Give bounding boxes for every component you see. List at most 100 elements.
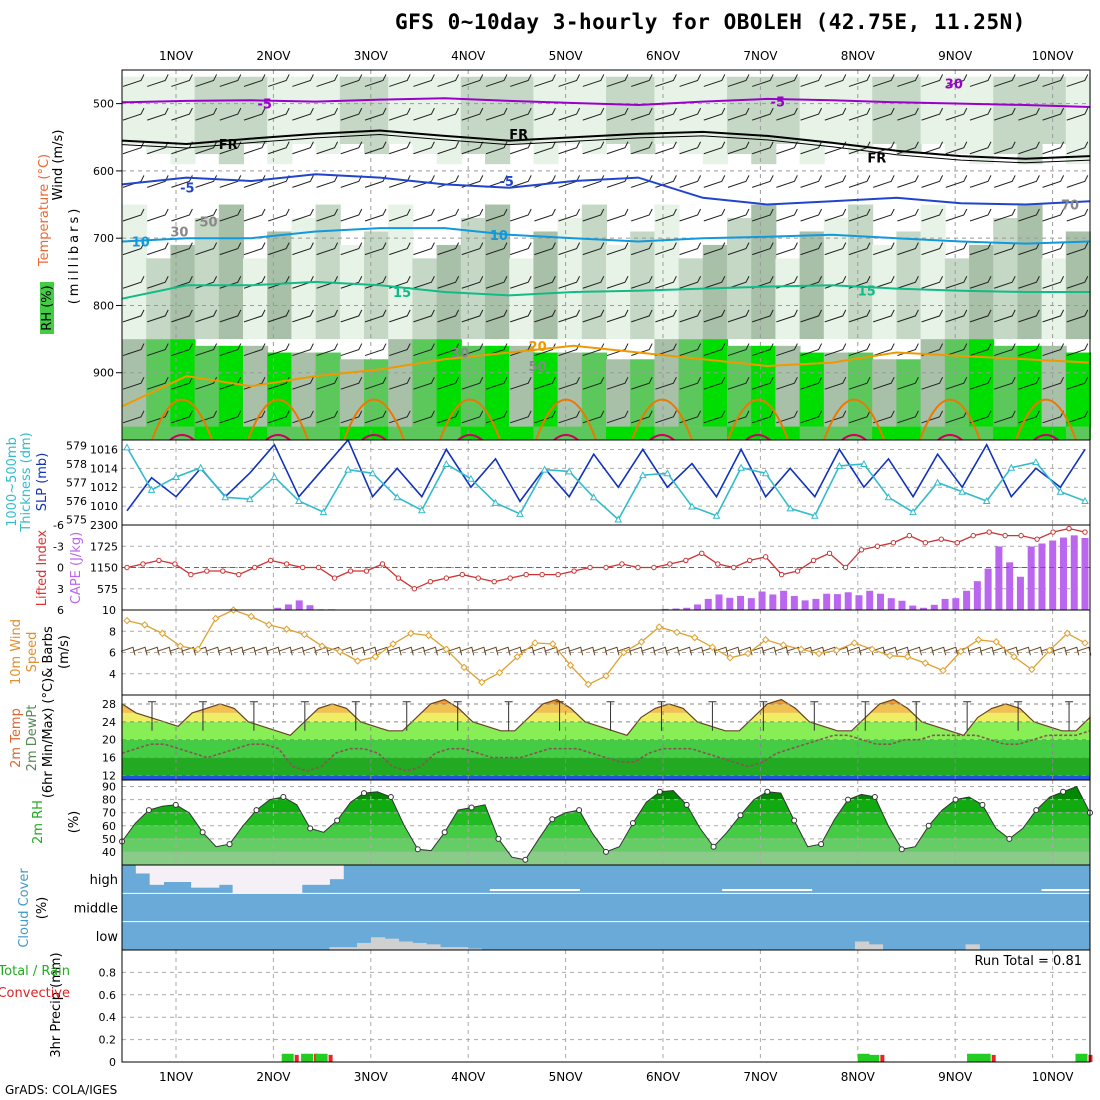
panel-label: CAPE (J/kg) (69, 532, 84, 604)
rh-fill-mid (557, 352, 583, 427)
rh-fill-mid (218, 345, 244, 427)
cape-bar (887, 598, 895, 610)
rh-fill-upper (315, 204, 341, 340)
data-point (123, 616, 131, 625)
minmax-whisker (810, 701, 819, 731)
wind-barb (1042, 343, 1065, 357)
wind-barb (655, 309, 677, 323)
data-point (957, 647, 965, 656)
warm-contour (631, 398, 693, 441)
wind-barb (752, 309, 774, 323)
wind-barb (703, 410, 726, 424)
rh-fill-upper (218, 204, 244, 340)
cape-bar (984, 568, 992, 610)
wind-barb (800, 376, 823, 390)
rh-fill-low (460, 426, 486, 440)
contour-label: -5 (500, 175, 514, 190)
chart-title: GFS 0~10day 3-hourly for OBOLEH (42.75E,… (395, 10, 1026, 34)
rh-fill-upper (485, 204, 511, 340)
wind-barb (485, 208, 508, 222)
wind-barb (243, 309, 266, 323)
wind-barb (241, 646, 257, 656)
wind-barb (195, 343, 218, 357)
wind-barb (945, 309, 968, 323)
upper-panel: 500 600 700 800 900 -5 FR FR FR -5 -5 -5 10 10 15 15 20 3… (37, 69, 1091, 441)
wind-barb (413, 343, 435, 357)
wind-barb (655, 107, 677, 121)
data-point (845, 796, 851, 803)
data-point (922, 540, 929, 546)
wind-barb (679, 175, 702, 188)
y-tick-label: 0.8 (99, 966, 117, 979)
wind-barb (1018, 309, 1040, 323)
wind-barb (1042, 276, 1065, 289)
cape-bar (715, 594, 723, 610)
wind-barb (945, 141, 968, 155)
low-cloud-bar (370, 937, 386, 950)
wind-barb (679, 309, 702, 323)
data-point (921, 659, 930, 667)
wind-barb (873, 343, 895, 357)
data-point (886, 651, 894, 660)
wind-barb (969, 242, 992, 256)
wind-barb (873, 410, 895, 424)
data-point (363, 568, 370, 574)
cape-bar (790, 595, 798, 610)
wind-barb (219, 242, 242, 256)
wind-barb (219, 309, 242, 323)
temperature-contour (121, 129, 1091, 160)
date-label-bottom: 6NOV (646, 1070, 681, 1084)
data-point (282, 625, 291, 633)
cape-bar (833, 594, 841, 610)
wind-barb (848, 175, 871, 188)
wind-barb (848, 208, 871, 222)
clear-sky-gap (260, 865, 275, 894)
wind-barb (195, 141, 218, 155)
wind-barb (122, 74, 145, 87)
data-point (475, 575, 481, 581)
wind-barb (485, 276, 508, 289)
wind-barb (485, 175, 508, 188)
data-point (764, 788, 771, 795)
wind-barb (483, 646, 499, 656)
rh-fill-low (751, 426, 777, 440)
data-point (158, 629, 167, 638)
warm-contour (151, 398, 213, 441)
level-label: middle (74, 902, 118, 917)
contour-label: 10 (132, 236, 150, 251)
wind-barb (1064, 646, 1080, 656)
wind-barb (1066, 309, 1089, 323)
data-point (850, 639, 859, 647)
wind-barb (534, 107, 556, 121)
wind-barb (534, 208, 556, 222)
wind-barb (558, 242, 581, 256)
run-total-label: Run Total = 0.81 (974, 954, 1082, 969)
wind-barb (171, 376, 193, 390)
data-point (656, 788, 663, 795)
cape-bar (672, 608, 680, 610)
data-point (982, 496, 991, 504)
cape-bar (306, 605, 314, 610)
date-label-top: 4NOV (451, 49, 486, 63)
wind-barb (727, 74, 750, 87)
wind-barb (776, 309, 798, 323)
wind-barb (582, 175, 605, 188)
data-point (491, 498, 500, 506)
wind-barb (752, 107, 774, 121)
wind-barb (703, 276, 726, 289)
rh-fill-top (436, 76, 462, 165)
data-point (744, 649, 752, 658)
data-point (637, 638, 646, 646)
wind-barb (994, 343, 1016, 357)
wind-barb (606, 107, 629, 121)
data-point (280, 794, 287, 800)
wind-barb (606, 376, 629, 390)
data-point (602, 672, 610, 680)
wind-barb (534, 276, 556, 289)
wind-barb (340, 276, 363, 289)
y-tick-label: 500 (93, 98, 114, 111)
wind-barb (520, 646, 535, 656)
rh-fill-mid (654, 339, 680, 427)
wind-barb (679, 376, 702, 390)
y-tick-label: 8 (109, 625, 116, 638)
